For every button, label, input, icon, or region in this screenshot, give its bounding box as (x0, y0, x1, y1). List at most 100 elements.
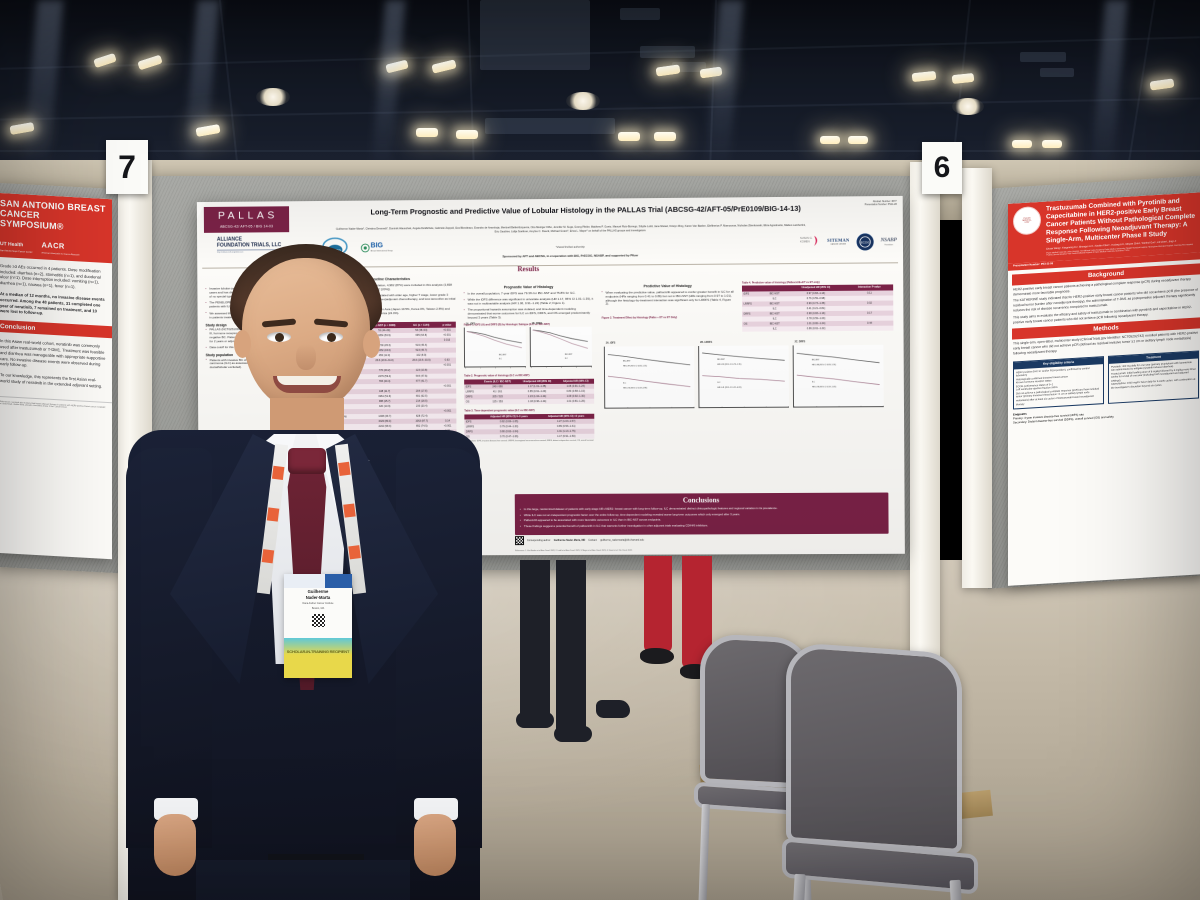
big-subtitle: Breast International Group (370, 250, 393, 253)
chair-front[interactable] (782, 641, 1006, 900)
hand-right (414, 814, 456, 876)
poster-title: Long-Term Prognostic and Predictive Valu… (370, 203, 801, 217)
fig2-stat-nst: HR 0.98 (95% CI 0.83–1.16) (811, 364, 836, 367)
necktie-knot (288, 448, 326, 474)
table-cell (742, 326, 764, 333)
conclusions-list: In this large, randomized dataset of pat… (520, 506, 884, 530)
svg-text:SUSAN G.: SUSAN G. (800, 236, 813, 240)
conclusions-heading: Conclusions (682, 495, 720, 505)
column-results: Results Prognostic Value of Histology In… (463, 265, 595, 443)
eligibility-box: Key eligibility criteria HER2-positive (… (1013, 355, 1104, 410)
poster-header-right: Abstract Number: 3677 Presentation Numbe… (865, 201, 897, 208)
column-predictive: Predictive Value of Histology When evalu… (601, 272, 734, 322)
fig2-legend-ilc: ILC (623, 382, 627, 385)
table-cell: 0.86 (0.61–1.22) (786, 326, 846, 332)
fig2-panel-label: 2A. iDFS (605, 342, 616, 345)
poster-references: References: 1. Van Baelen et al. Ann Onc… (515, 549, 633, 552)
fig2-panel-label: 2C. DRFS (794, 341, 806, 344)
conclusions-box: Conclusions In this large, randomized da… (514, 492, 889, 536)
poster-authors: Guilherme Nader-Marta*, Christina Desmed… (335, 223, 806, 234)
sabcs-conclusion-paragraph: To our knowledge, this represents the fi… (0, 372, 103, 389)
corresponding-author: Guilherme Nader-Marta, MD (553, 538, 586, 542)
poster-logo-row-right: SUSAN G. KOMEN SITEMAN CANCER CENTER ECO… (798, 232, 897, 252)
aacr-logo: AACR American Association for Cancer Res… (41, 240, 80, 257)
award-ribbon: SCHOLAR-IN-TRAINING RECIPIENT (284, 638, 352, 678)
list-item: When evaluating the predictive value, pa… (602, 289, 735, 307)
ecog-acrin-logo: ECOG (856, 233, 874, 251)
ribbon-text: SCHOLAR-IN-TRAINING RECIPIENT (286, 649, 350, 654)
board-number-left: 7 (106, 140, 148, 194)
ut-health-logo: UT Health San Antonio Mays Cancer Center (0, 241, 33, 255)
mouth-smiling (273, 376, 341, 393)
fig2-panel-label: 2B. LRRFS (700, 341, 713, 345)
badge-last-name: Nader-Marta (305, 595, 331, 600)
shared-authorship-note: *shared first/last authorship (555, 245, 585, 249)
pallas-trial-ids: ABCSG-42/ AFT-05 / BIG 14-03 (219, 224, 274, 230)
fig2-stat-ilc: HR 0.78 (95% CI 0.59–1.03) (812, 386, 837, 389)
fig2-legend-nst: IBC-NST (717, 358, 725, 361)
badge-first-name: Guilherme (307, 589, 329, 594)
ear-right (363, 330, 380, 358)
sabcs-conclusion-paragraph: In this Asian real-world cohort, neratin… (0, 338, 106, 369)
trousers (196, 860, 410, 900)
treatment-box: Treatment Pyrotinib: 400 mg daily for on… (1108, 350, 1199, 404)
nose (296, 344, 316, 370)
table-cell: 1.17 (0.91–1.50) (538, 434, 595, 440)
contact-email[interactable]: guilherme_nadermarta@dfci.harvard.edu (600, 538, 644, 542)
corresponding-label: Corresponding author: (527, 538, 551, 542)
list-item: Palbociclib appeared to be associated wi… (520, 518, 884, 523)
badge-qr-code-icon (311, 614, 325, 628)
figure-2-panels: 2A. iDFS IBC-NST HR 0.97 (95% CI 0.83–1.… (603, 341, 894, 411)
background-person-dark (516, 560, 592, 760)
sabcs-body-text: Grade ≥3 AEs occurred in 4 patients. Dos… (0, 256, 112, 326)
badge-header-strip (284, 574, 352, 588)
fig2-stat-ilc: HR 0.41 (95% CI 0.21–0.81) (717, 386, 742, 390)
fig2-legend-nst: IBC-NST (622, 360, 631, 363)
fig2-stat-nst: HR 0.99 (95% CI 0.73–1.35) (717, 363, 742, 366)
hand-left (154, 814, 196, 876)
fig2-legend-ilc: ILC (812, 381, 815, 384)
contact-label: Contact: (588, 538, 598, 542)
table-4-wrap: Table 4. Predictive value of histology (… (742, 278, 894, 333)
pallas-wordmark: PALLAS (217, 209, 278, 222)
qr-code-icon[interactable] (514, 536, 525, 546)
ceiling-grid (0, 0, 1200, 172)
table-cell (845, 325, 894, 332)
sabcs-title: SAN ANTONIO BREAST CANCER SYMPOSIUM® (0, 198, 106, 232)
fig2-legend-ilc: ILC (717, 381, 721, 384)
badge-affiliation: Dana-Farber Cancer Institute (302, 602, 334, 605)
figure-2-caption: Figure 2. Treatment Effect by Histology … (601, 316, 678, 321)
board-number-right: 6 (922, 142, 962, 194)
siteman-cancer-center-logo: SITEMAN CANCER CENTER (827, 237, 850, 246)
km-legend-nst: IBC-NST (498, 353, 507, 357)
presentation-number: Presentation Number: PS11-28 (864, 204, 897, 207)
table-cell: ILC (763, 326, 787, 332)
conference-badge[interactable]: Guilherme Nader-Marta Dana-Farber Cancer… (284, 574, 352, 678)
table-row: ILC 0.86 (0.61–1.22) (742, 325, 894, 333)
big-logo: BIG Breast International Group (358, 238, 396, 256)
list-item: While ILC was not an independent prognos… (520, 512, 884, 517)
big-wordmark: BIG (370, 242, 384, 250)
suit-sleeve-right (396, 448, 482, 848)
right-poster-trastuzumab: FUJIAN MEDICAL UNIV Trastuzumab Combined w… (1008, 192, 1200, 586)
table-cell: 1.18 (0.96–1.44) (516, 399, 558, 405)
km-legend-ilc: ILC (564, 357, 568, 360)
svg-text:ECOG: ECOG (860, 240, 870, 244)
treatment-body: Pyrotinib: 400 mg daily for one year (pr… (1109, 358, 1198, 392)
km-legend-ilc: ILC (498, 358, 502, 361)
km-panel-label: 1B. DRFS (531, 323, 543, 326)
right-poster-title: Trastuzumab Combined with Pyrotinib and … (1046, 197, 1196, 245)
pallas-logo: PALLAS ABCSG-42/ AFT-05 / BIG 14-03 (203, 206, 290, 233)
fig2-stat-ilc: HR 0.76 (95% CI 0.59–0.98) (623, 387, 648, 390)
sabcs-paragraph: At a median of 12 months, no invasive di… (0, 291, 105, 316)
badge-location: Boston, MA (311, 607, 325, 611)
board-divider-post-right (962, 168, 992, 588)
ear-left (234, 330, 251, 358)
